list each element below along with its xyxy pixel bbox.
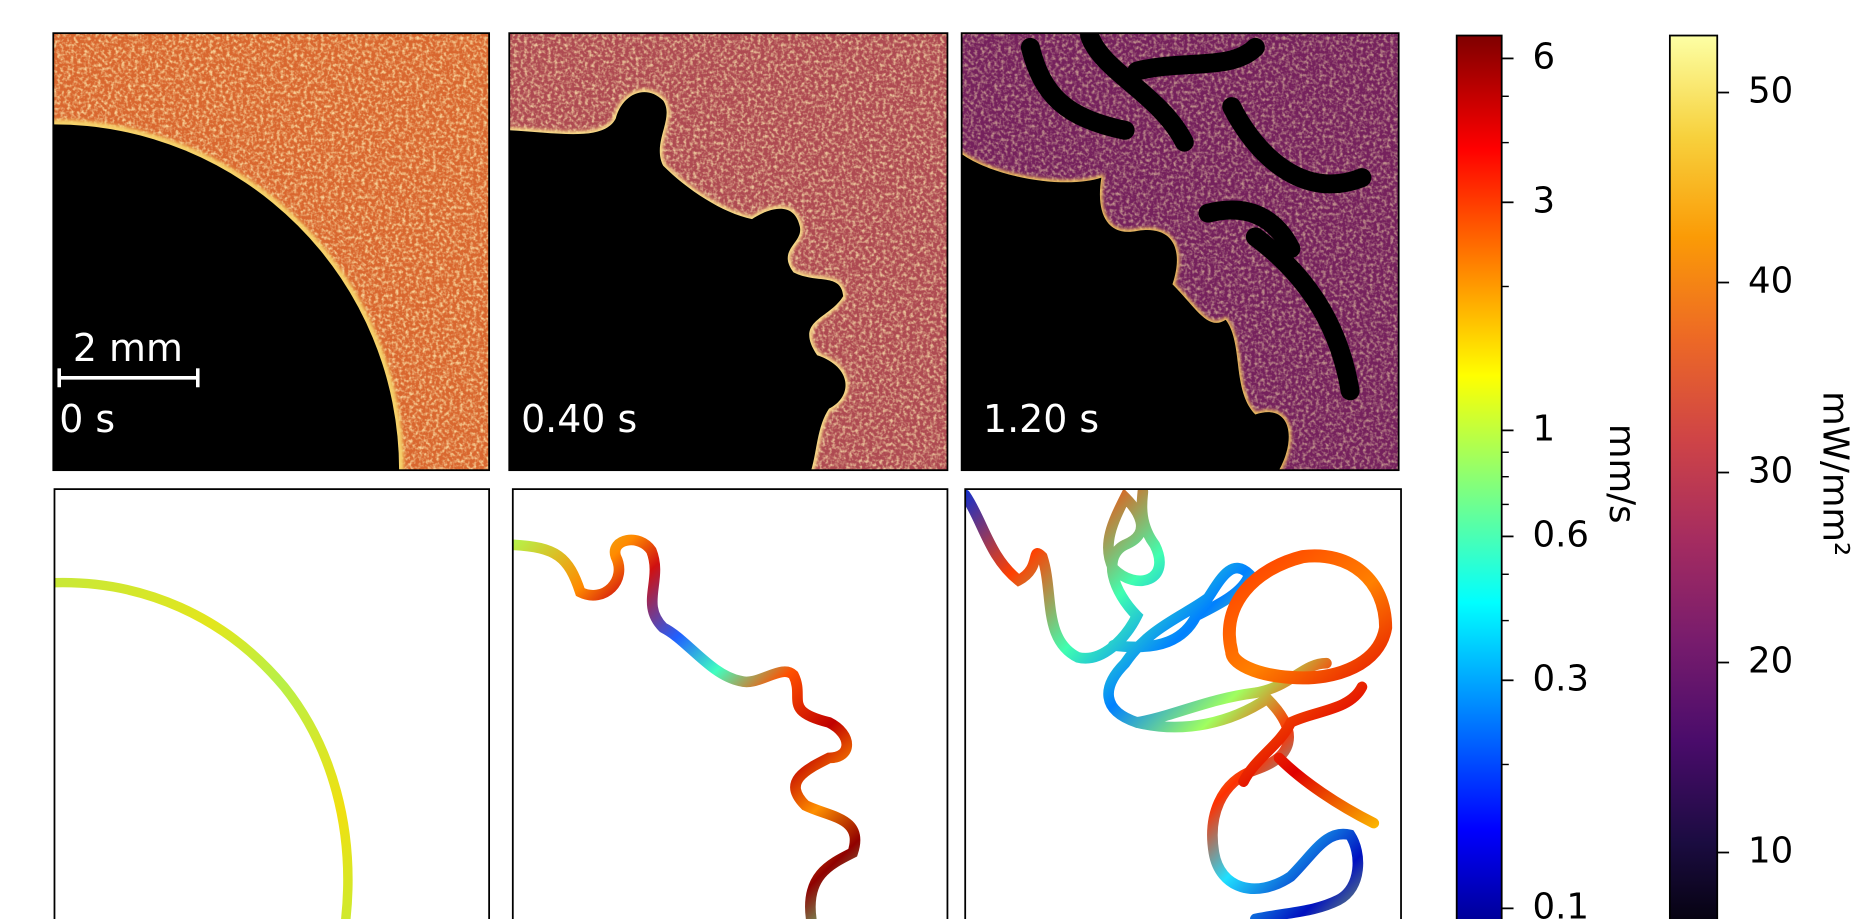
colorbar	[1670, 36, 1717, 919]
panel-frame	[54, 489, 489, 919]
time-label: 0 s	[59, 397, 115, 441]
panel-frame	[513, 489, 948, 919]
tick-label: 50	[1748, 71, 1793, 112]
figure: 2 mm 0 s 0.40 s 1.20 s 0.1 0.3 0.6 1 3 6 mm/s 1…	[0, 0, 1857, 919]
tick-label: 30	[1748, 451, 1793, 492]
figure-content: 2 mm 0 s 0.40 s 1.20 s 0.1 0.3 0.6 1 3 6 mm/s 1…	[0, 33, 1855, 919]
time-label: 1.20 s	[983, 397, 1099, 441]
page: {"panels": [{"time": "0 s"}, {"time": "0…	[0, 0, 1857, 919]
tick-label: 20	[1748, 641, 1793, 682]
front-panel	[54, 583, 347, 919]
front-panel	[513, 540, 855, 919]
tick-label: 3	[1532, 180, 1555, 221]
scale-bar-label: 2 mm	[73, 326, 183, 370]
tick-label: 1	[1532, 408, 1555, 449]
tick-label: 6	[1532, 36, 1555, 77]
colorbar-label: mm/s	[1601, 424, 1642, 524]
tick-label: 0.6	[1532, 514, 1588, 555]
time-label: 0.40 s	[521, 397, 637, 441]
colorbars: 0.1 0.3 0.6 1 3 6 mm/s 10 20 30 40 50 mW/mm²	[1457, 36, 1856, 919]
tick-label: 0.1	[1532, 886, 1588, 919]
tick-label: 40	[1748, 261, 1793, 302]
tick-label: 10	[1748, 831, 1793, 872]
colorbar-label: mW/mm²	[1814, 391, 1855, 556]
front-panel	[965, 491, 1385, 919]
tick-label: 0.3	[1532, 658, 1588, 699]
colorbar	[1457, 36, 1502, 919]
